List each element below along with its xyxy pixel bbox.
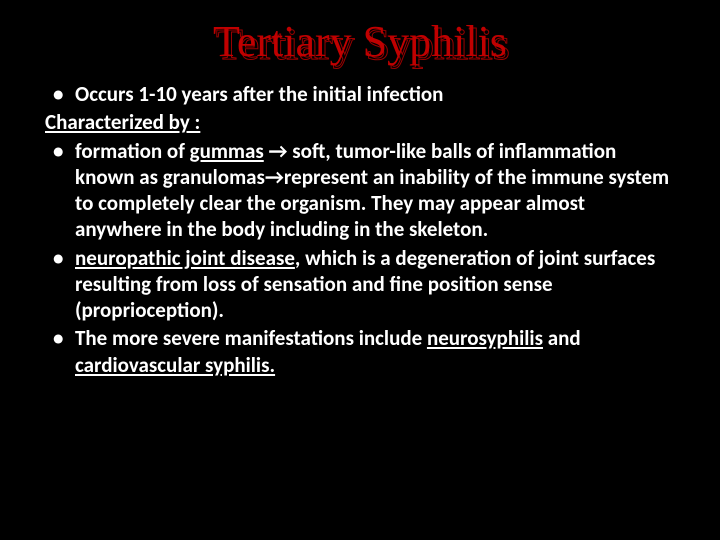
bullet-list: formation of gummas → soft, tumor-like b… (45, 138, 675, 378)
list-item: neuropathic joint disease, which is a de… (45, 245, 675, 324)
bullet-text: formation of (75, 138, 190, 164)
arrow-text: → (264, 138, 293, 164)
title-text: Tertiary Syphilis (213, 17, 507, 66)
bullet-text: The more severe manifestations include (75, 325, 427, 351)
gummas-term: gummas (190, 138, 264, 164)
bullet-text: and (543, 325, 581, 351)
list-item: The more severe manifestations include n… (45, 325, 675, 378)
cardiovascular-term: cardiovascular syphilis. (75, 352, 275, 378)
list-item: Occurs 1-10 years after the initial infe… (45, 81, 675, 107)
characterized-by-label: Characterized by : (45, 109, 675, 135)
slide-container: Tertiary Syphilis Tertiary Syphilis Occu… (0, 0, 720, 540)
bullet-text: Occurs 1-10 years after the initial infe… (75, 81, 443, 107)
slide-title: Tertiary Syphilis Tertiary Syphilis (45, 16, 675, 67)
neuropathic-term: neuropathic joint disease (75, 245, 295, 271)
slide-content: Occurs 1-10 years after the initial infe… (45, 81, 675, 378)
bullet-list: Occurs 1-10 years after the initial infe… (45, 81, 675, 107)
neurosyphilis-term: neurosyphilis (427, 325, 543, 351)
list-item: formation of gummas → soft, tumor-like b… (45, 138, 675, 243)
